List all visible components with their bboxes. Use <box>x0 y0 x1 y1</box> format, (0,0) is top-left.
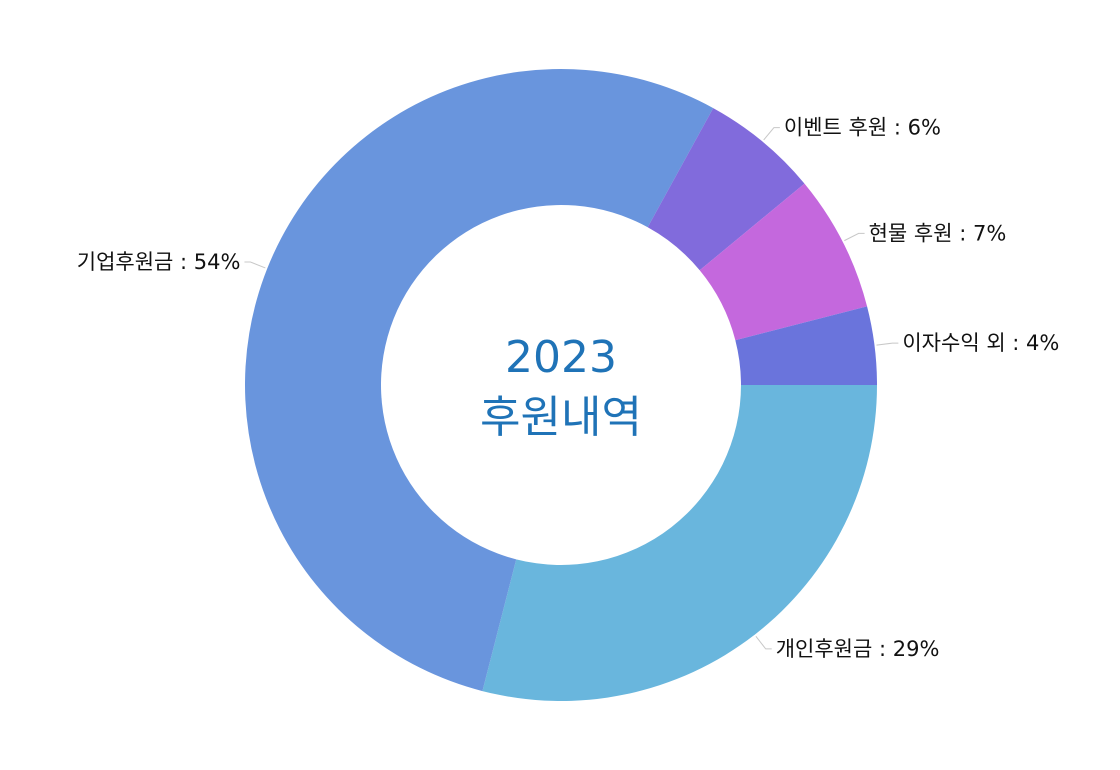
slice-label-2: 이벤트 후원 : 6% <box>784 116 941 140</box>
slice-2 <box>647 108 805 271</box>
leader-line-3 <box>844 232 865 242</box>
slice-0 <box>482 385 877 701</box>
slices-group <box>244 68 877 701</box>
slice-label-1: 기업후원금 : 54% <box>77 250 241 274</box>
slice-3 <box>699 183 868 341</box>
slice-label-4: 이자수익 외 : 4% <box>902 331 1059 355</box>
leader-line-0 <box>755 635 772 650</box>
leader-line-2 <box>763 127 780 141</box>
leader-line-1 <box>244 261 266 269</box>
slice-labels-group: 개인후원금 : 29% 기업후원금 : 54% 이벤트 후원 : 6% 현물 후원 :… <box>77 116 1060 661</box>
center-title: 2023 <box>505 332 617 383</box>
slice-4 <box>735 306 877 385</box>
center-subtitle: 후원내역 <box>480 392 642 443</box>
slice-1 <box>244 68 714 692</box>
slice-label-3: 현물 후원 : 7% <box>869 221 1007 245</box>
leader-line-4 <box>876 342 899 346</box>
slice-label-0: 개인후원금 : 29% <box>776 637 940 661</box>
